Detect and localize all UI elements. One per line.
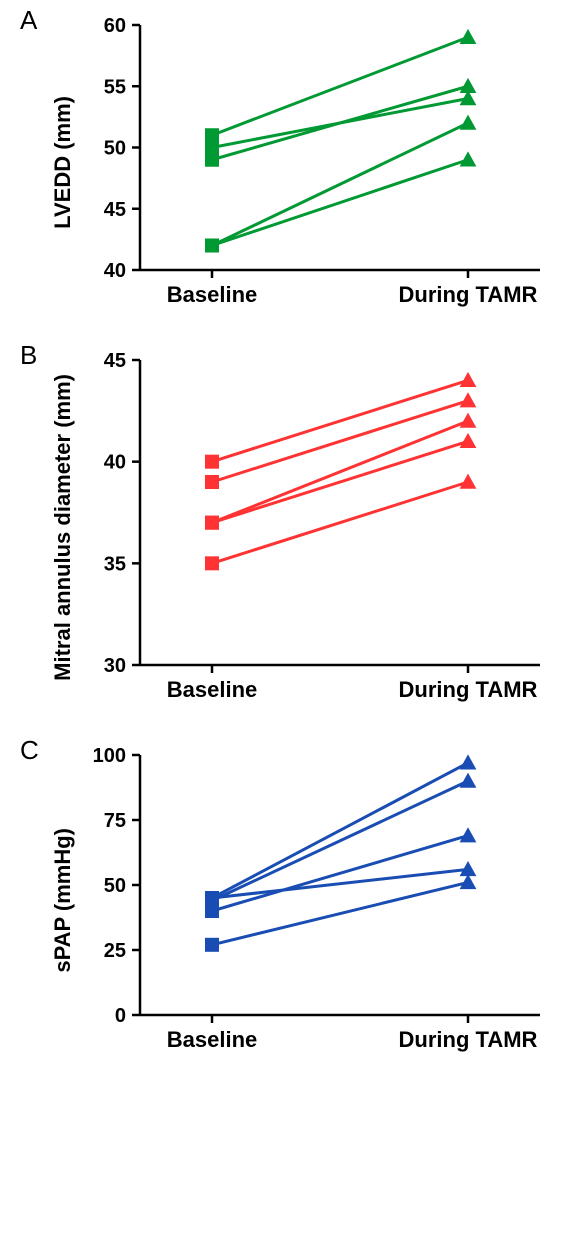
square-marker	[205, 891, 219, 905]
panel-C: CsPAP (mmHg)0255075100BaselineDuring TAM…	[20, 740, 564, 1060]
x-tick-label: During TAMR	[399, 1027, 538, 1052]
triangle-marker	[460, 474, 477, 489]
panel-label: C	[20, 735, 39, 766]
data-line	[212, 401, 468, 482]
y-tick-label: 50	[104, 138, 126, 160]
square-marker	[205, 141, 219, 155]
square-marker	[205, 128, 219, 142]
triangle-marker	[460, 413, 477, 428]
x-tick-label: Baseline	[167, 282, 258, 307]
data-line	[212, 37, 468, 135]
y-axis-label: sPAP (mmHg)	[50, 828, 76, 973]
y-tick-label: 60	[104, 15, 126, 37]
y-tick-label: 40	[104, 452, 126, 474]
y-tick-label: 35	[104, 553, 126, 575]
triangle-marker	[460, 115, 477, 130]
triangle-marker	[460, 827, 477, 842]
square-marker	[205, 904, 219, 918]
data-line	[212, 882, 468, 944]
data-line	[212, 421, 468, 523]
y-tick-label: 100	[93, 745, 126, 767]
square-marker	[205, 556, 219, 570]
triangle-marker	[460, 773, 477, 788]
square-marker	[205, 239, 219, 253]
square-marker	[205, 516, 219, 530]
panel-B: BMitral annulus diameter (mm)30354045Bas…	[20, 345, 564, 710]
panel-label: B	[20, 340, 37, 371]
square-marker	[205, 153, 219, 167]
triangle-marker	[460, 754, 477, 769]
y-axis-label: Mitral annulus diameter (mm)	[50, 374, 76, 681]
chart-svg: 40 45 50 55 60 Baseline During TAMR	[80, 10, 560, 315]
data-line	[212, 441, 468, 522]
triangle-marker	[460, 151, 477, 166]
square-marker	[205, 455, 219, 469]
x-tick-label: During TAMR	[399, 677, 538, 702]
panel-A: ALVEDD (mm)4045505560BaselineDuring TAMR	[20, 10, 564, 315]
triangle-marker	[460, 392, 477, 407]
x-tick-label: Baseline	[167, 677, 258, 702]
x-tick-label: During TAMR	[399, 282, 538, 307]
data-line	[212, 482, 468, 563]
y-tick-label: 45	[104, 350, 126, 372]
y-tick-label: 45	[104, 199, 126, 221]
square-marker	[205, 475, 219, 489]
data-line	[212, 380, 468, 461]
y-tick-label: 25	[104, 940, 126, 962]
square-marker	[205, 938, 219, 952]
y-tick-label: 40	[104, 260, 126, 282]
y-tick-label: 75	[104, 810, 126, 832]
triangle-marker	[460, 433, 477, 448]
chart-svg: 0 25 50 75 100 Baseline During TAMR	[80, 740, 560, 1060]
triangle-marker	[460, 874, 477, 889]
y-axis-label: LVEDD (mm)	[50, 96, 76, 229]
chart-svg: 30 35 40 45 Baseline During TAMR	[80, 345, 560, 710]
x-tick-label: Baseline	[167, 1027, 258, 1052]
data-line	[212, 763, 468, 898]
triangle-marker	[460, 29, 477, 44]
triangle-marker	[460, 372, 477, 387]
y-tick-label: 55	[104, 76, 126, 98]
panel-label: A	[20, 5, 37, 36]
data-line	[212, 160, 468, 246]
y-tick-label: 50	[104, 875, 126, 897]
y-tick-label: 0	[115, 1005, 126, 1027]
y-tick-label: 30	[104, 655, 126, 677]
